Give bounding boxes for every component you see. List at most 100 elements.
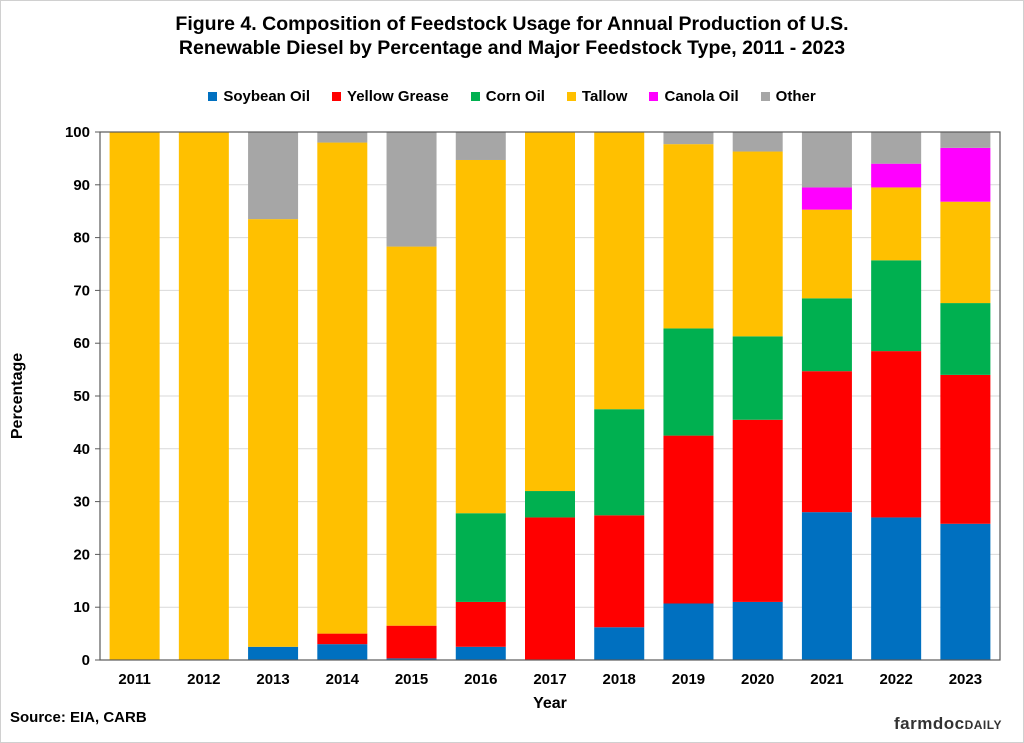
legend-swatch [208,92,218,101]
x-tick-label: 2020 [741,671,774,688]
bar-segment [317,142,368,634]
legend-label: Tallow [581,88,628,105]
legend-label: Yellow Grease [347,88,449,105]
bar-segment [455,601,506,647]
logo-text-1: farmdoc [894,714,965,733]
x-tick-label: 2012 [187,671,220,688]
bar-segment [317,633,368,645]
bar-segment [871,351,922,518]
x-tick-label: 2017 [533,671,566,688]
y-tick-label: 90 [73,177,90,194]
x-tick-label: 2015 [395,671,428,688]
y-axis-label: Percentage [9,353,26,439]
y-tick-label: 20 [73,546,90,563]
legend-swatch [649,92,659,101]
y-tick-label: 60 [73,335,90,352]
bar-segment [248,132,299,220]
bar-segment [940,147,991,202]
bar-segment [525,491,575,518]
legend-item: Other [760,88,816,105]
bar-segment [386,132,437,247]
x-tick-label: 2013 [256,671,289,688]
legend-item: Soybean Oil [208,88,310,105]
y-tick-label: 70 [73,282,90,299]
bar-segment [663,144,714,329]
x-tick-label: 2014 [326,671,360,688]
chart-title: Figure 4. Composition of Feedstock Usage… [0,12,1024,60]
bar-segment [801,512,852,660]
bar-segment [801,187,852,210]
bar-segment [801,209,852,299]
bar-segment [732,336,783,420]
bar-segment [732,601,783,660]
bar-segment [317,644,368,660]
legend-item: Corn Oil [470,88,545,105]
y-tick-label: 10 [73,599,90,616]
bar-segment [663,435,714,604]
bar-segment [732,419,783,602]
legend-item: Canola Oil [649,88,739,105]
y-tick-label: 80 [73,230,90,247]
legend-label: Canola Oil [664,88,739,105]
bar-segment [732,132,783,152]
legend-swatch [566,92,576,101]
bar-segment [594,627,645,660]
x-axis-label: Year [533,695,567,712]
legend: Soybean Oil Yellow Grease Corn Oil Tallow Ca… [0,88,1024,105]
x-tick-label: 2016 [464,671,497,688]
x-tick-label: 2021 [810,671,843,688]
bar-segment [871,517,922,660]
bar-segment [455,132,506,160]
bar-segment [871,132,922,164]
bar-segment [594,515,645,628]
logo-text-2: DAILY [964,718,1002,732]
bar-segment [940,132,991,148]
bar-segment [455,646,506,660]
legend-item: Yellow Grease [332,88,449,105]
bar-segment [386,625,437,659]
bar-segment [871,187,922,261]
x-tick-label: 2011 [118,671,151,688]
bar-segment [248,219,299,647]
title-line-2: Renewable Diesel by Percentage and Major… [178,37,846,59]
bar-segment [663,328,714,436]
bar-segment [732,151,783,337]
bar-segment [801,298,852,372]
bar-segment [871,260,922,352]
bar-segment [178,132,229,660]
y-tick-label: 40 [73,441,90,458]
plot-border [99,131,1001,661]
x-tick-label: 2022 [879,671,912,688]
y-tick-label: 0 [82,652,90,669]
bar-segment [940,523,991,660]
bar-segment [248,646,299,660]
bar-segment [801,371,852,513]
bar-segment [525,517,575,660]
bar-segment [594,409,645,516]
legend-label: Soybean Oil [223,88,311,105]
bar-segment [455,513,506,602]
legend-swatch [470,92,480,101]
source-note: Source: EIA, CARB [10,709,147,726]
x-tick-label: 2018 [603,671,636,688]
bar-segment [386,246,437,626]
y-tick-label: 30 [73,494,90,511]
legend-swatch [332,92,342,101]
x-tick-label: 2019 [672,671,705,688]
bar-segment [940,303,991,375]
legend-label: Corn Oil [485,88,545,105]
legend-label: Other [775,88,816,105]
legend-swatch [760,92,770,101]
bar-segment [871,163,922,188]
title-line-1: Figure 4. Composition of Feedstock Usage… [175,13,849,35]
bar-segment [386,658,437,660]
y-tick-label: 50 [73,388,90,405]
bar-segment [455,159,506,514]
legend-item: Tallow [566,88,628,105]
bar-segment [109,132,160,660]
bar-segment [317,132,368,143]
y-tick-label: 100 [65,124,90,141]
bar-segment [663,603,714,660]
x-tick-label: 2023 [949,671,982,688]
